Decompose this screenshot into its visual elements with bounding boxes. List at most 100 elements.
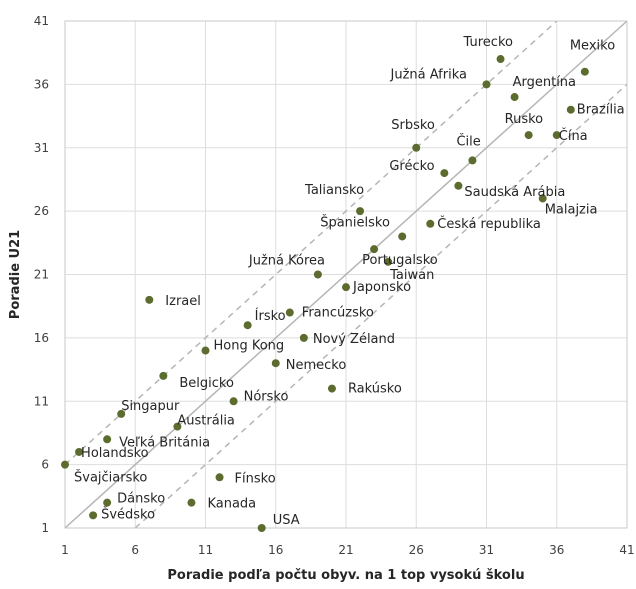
point-label: Srbsko <box>391 118 435 133</box>
data-point <box>384 257 393 266</box>
data-point <box>61 460 69 469</box>
data-point <box>482 80 491 89</box>
x-axis-title: Poradie podľa počtu obyv. na 1 top vysok… <box>167 568 524 583</box>
plot-area-frame <box>64 20 628 529</box>
data-point <box>496 55 505 64</box>
data-point <box>285 308 294 317</box>
x-tick-label: 41 <box>619 543 634 557</box>
y-tick-label: 26 <box>34 204 49 218</box>
point-label: Holandsko <box>81 446 149 461</box>
point-label: Mexiko <box>570 39 615 54</box>
data-point <box>524 131 533 140</box>
y-tick-label: 36 <box>34 77 49 91</box>
point-label: Nový Zéland <box>313 332 395 347</box>
data-point <box>440 169 449 178</box>
data-point <box>145 295 154 304</box>
data-point <box>552 131 561 140</box>
x-tick-label: 6 <box>131 543 139 557</box>
data-point <box>243 321 252 330</box>
data-point <box>257 524 266 532</box>
y-tick-label: 21 <box>34 268 49 282</box>
point-label: Nemecko <box>286 358 347 373</box>
point-label: Taliansko <box>304 183 364 198</box>
data-point <box>538 194 547 203</box>
data-point <box>426 219 435 228</box>
data-point <box>313 270 322 279</box>
data-point <box>468 156 477 165</box>
point-label: Fínsko <box>235 471 276 486</box>
data-point <box>454 181 463 190</box>
point-label: Švédsko <box>101 506 155 522</box>
data-point <box>187 498 196 507</box>
point-label: Nórsko <box>244 389 289 404</box>
point-label: Taiwan <box>389 268 434 283</box>
data-point <box>89 511 98 520</box>
y-tick-label: 16 <box>34 331 49 345</box>
data-point <box>566 105 575 114</box>
y-tick-label: 1 <box>41 521 49 535</box>
x-tick-label: 11 <box>198 543 213 557</box>
data-point <box>159 371 168 380</box>
y-tick-label: 6 <box>41 458 49 472</box>
data-point <box>173 422 182 431</box>
point-label: Švajčiarsko <box>74 470 147 486</box>
x-tick-label: 36 <box>549 543 564 557</box>
point-label: Dánsko <box>117 492 165 507</box>
data-point <box>356 207 365 216</box>
data-point <box>510 93 519 102</box>
dashed-reference-line <box>134 83 628 529</box>
x-tick-label: 16 <box>268 543 283 557</box>
data-point <box>412 143 421 152</box>
data-point <box>299 333 308 342</box>
point-label: Rusko <box>505 112 544 127</box>
data-point <box>75 447 84 456</box>
diagonal-reference-line <box>64 20 628 529</box>
point-label: Čile <box>456 133 480 149</box>
data-point <box>229 397 238 406</box>
point-label: Belgicko <box>179 376 234 391</box>
point-label: Singapur <box>121 399 180 414</box>
data-point <box>398 232 407 241</box>
point-label: USA <box>273 513 300 528</box>
point-label: Česká republika <box>437 216 541 232</box>
point-label: Portugalsko <box>362 253 438 268</box>
point-label: Španielsko <box>320 214 390 230</box>
y-tick-label: 11 <box>34 394 49 408</box>
point-labels: Turecko Mexiko Južná Afrika ArgentínaBrazíl… <box>74 35 625 528</box>
point-label: Malajzia <box>545 202 598 217</box>
x-tick-label: 21 <box>338 543 353 557</box>
point-label: Argentína <box>513 75 576 90</box>
point-label: Írsko <box>255 308 286 324</box>
point-label: Grécko <box>389 159 434 174</box>
point-label: Izrael <box>165 294 201 309</box>
point-label: Turecko <box>463 35 513 50</box>
data-point <box>271 359 280 368</box>
data-point <box>201 346 210 355</box>
point-label: Francúzsko <box>302 306 374 321</box>
y-axis-title: Poradie U21 <box>8 230 23 319</box>
data-point <box>103 435 112 444</box>
point-label: Čína <box>559 128 588 144</box>
data-point <box>327 384 336 393</box>
y-tick-label: 31 <box>34 141 49 155</box>
x-tick-label: 1 <box>61 543 69 557</box>
dashed-reference-line <box>64 20 558 466</box>
x-axis-ticks: 1 6 11 16 21 26 31 36 41 <box>61 543 634 557</box>
reference-lines <box>64 20 628 529</box>
point-label: Veľká Británia <box>119 435 210 450</box>
data-point <box>370 245 379 254</box>
data-point <box>117 409 126 418</box>
point-label: Kanada <box>207 497 256 512</box>
x-tick-label: 31 <box>479 543 494 557</box>
point-label: Brazília <box>577 103 625 118</box>
point-label: Austrália <box>177 414 235 429</box>
data-points <box>61 55 589 532</box>
data-point <box>580 67 589 76</box>
point-label: Saudská Arábia <box>464 185 565 200</box>
point-label: Hong Kong <box>214 339 285 354</box>
y-tick-label: 41 <box>34 14 49 28</box>
point-label: Japonsko <box>352 280 411 295</box>
